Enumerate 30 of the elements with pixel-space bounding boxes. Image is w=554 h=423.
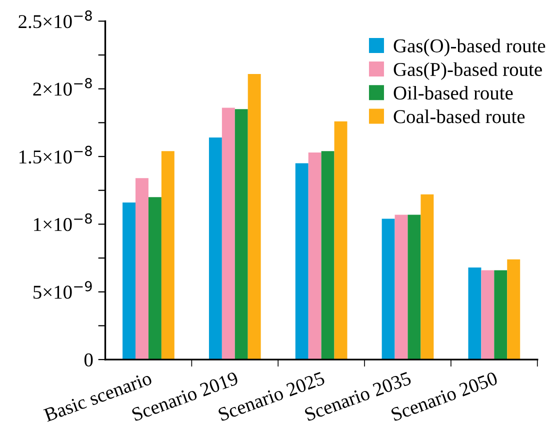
y-tick-label: 2.5×10$^{−8}$ bbox=[18, 10, 92, 28]
y-tick-label: 0 bbox=[84, 353, 93, 366]
bar bbox=[295, 163, 308, 360]
bar bbox=[148, 197, 162, 360]
legend-label: Gas(P)-based route bbox=[394, 62, 542, 80]
bar bbox=[321, 151, 334, 360]
y-tick-label: 1.5×10$^{−8}$ bbox=[20, 146, 92, 164]
bar bbox=[308, 152, 322, 360]
bar bbox=[136, 178, 148, 360]
y-tick-label: 2×10$^{−8}$ bbox=[33, 78, 92, 96]
bar bbox=[234, 109, 248, 360]
legend-label: Coal-based route bbox=[394, 110, 525, 124]
legend-label: Oil-based route bbox=[394, 86, 513, 100]
bar bbox=[122, 202, 136, 360]
bar bbox=[481, 270, 494, 360]
bar bbox=[494, 270, 508, 360]
bar bbox=[420, 194, 434, 360]
bar bbox=[382, 218, 395, 360]
bar bbox=[334, 121, 348, 360]
bar bbox=[222, 108, 235, 360]
legend-label: Gas(O)-based route bbox=[394, 38, 546, 56]
bar bbox=[507, 259, 520, 360]
bar bbox=[394, 214, 408, 360]
y-tick-label: 1×10$^{−8}$ bbox=[34, 213, 92, 232]
bar bbox=[208, 138, 222, 360]
bar bbox=[468, 268, 482, 360]
y-tick-label: 5×10$^{−9}$ bbox=[34, 281, 92, 299]
bar bbox=[248, 74, 261, 360]
bar bbox=[408, 214, 421, 360]
bar bbox=[161, 151, 174, 360]
